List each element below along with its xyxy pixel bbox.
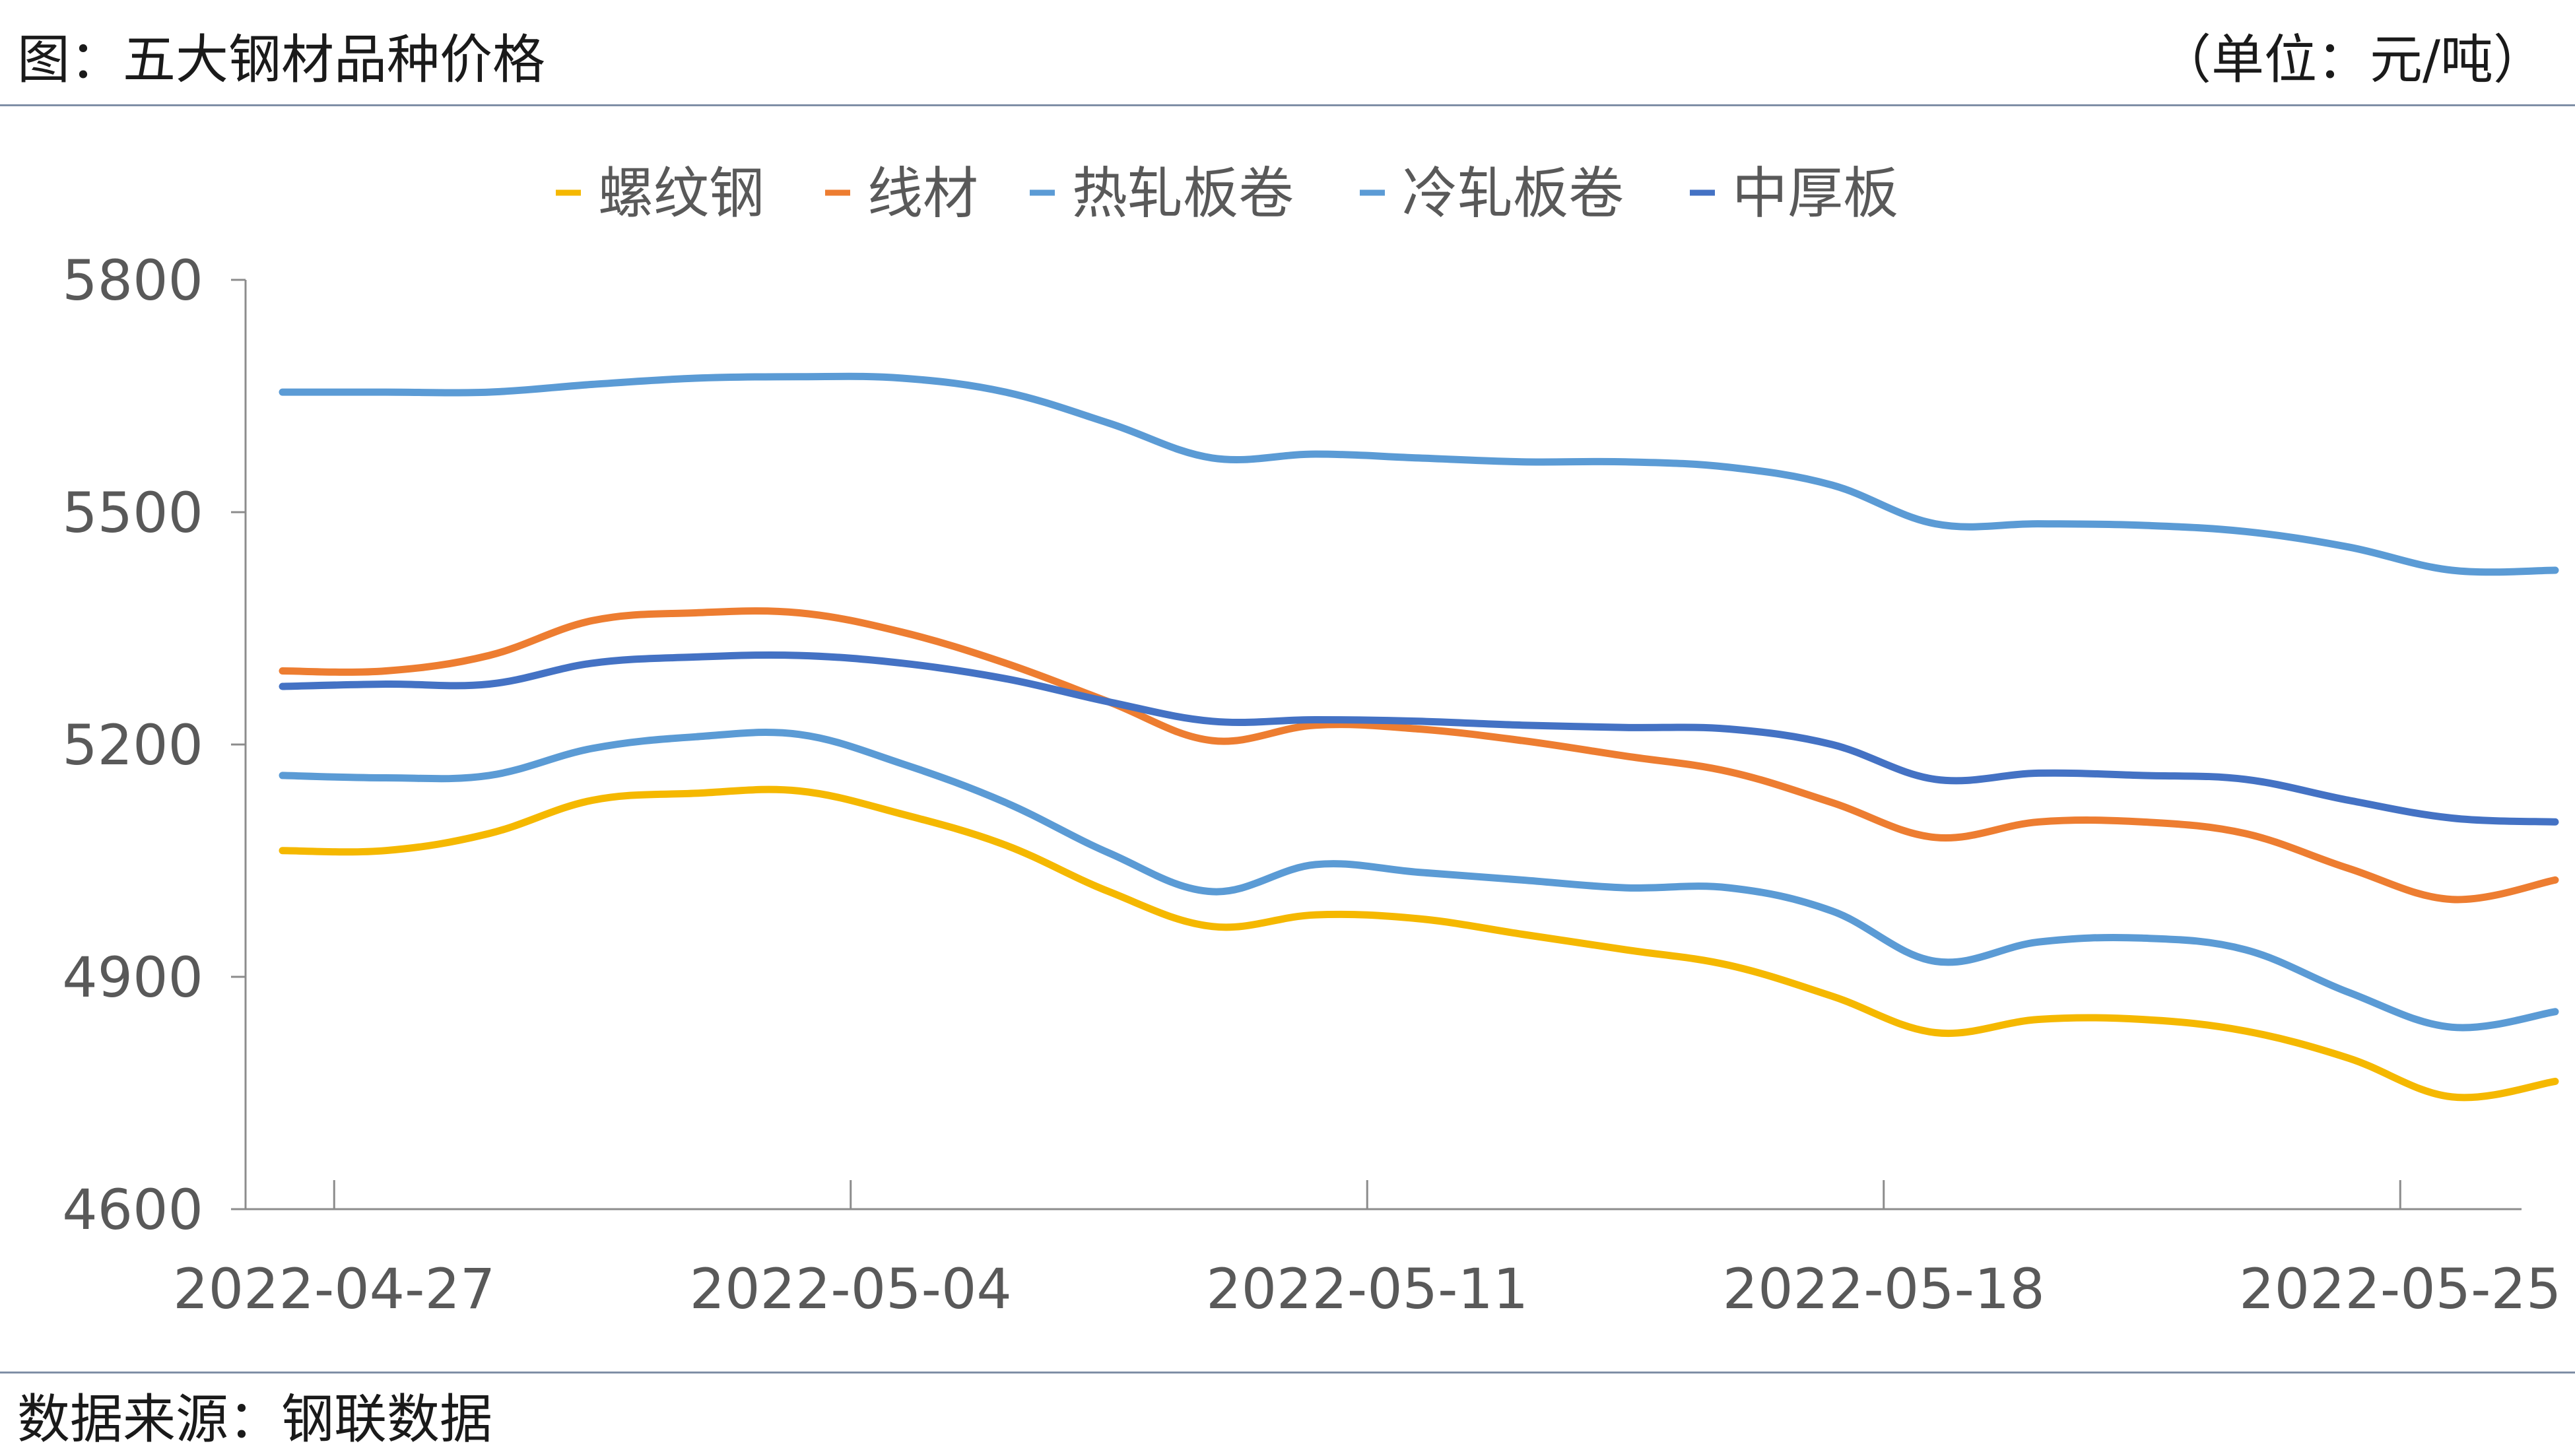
y-tick-label-5800: 5800 — [62, 248, 203, 313]
chart-legend: 螺纹钢 线材 热轧板卷 冷轧板卷 中厚板 — [556, 161, 1898, 226]
series-line-3 — [279, 729, 2559, 1032]
series-line-5 — [279, 651, 2559, 826]
chart-figure-title: 图：五大钢材品种价格 — [17, 29, 545, 90]
y-tick-label-5500: 5500 — [62, 480, 203, 545]
y-tick-label-5200: 5200 — [62, 713, 203, 778]
x-tick-label-2022-05-11: 2022-05-11 — [1206, 1257, 1528, 1321]
series-line-4 — [279, 372, 2559, 576]
chart-axes: 4600 4900 5200 5500 5800 2022-04-27 2022-05-04… — [62, 248, 2561, 1321]
legend-label-2: 线材 — [867, 161, 978, 226]
chart-series — [279, 372, 2559, 1102]
series-line-1 — [279, 785, 2559, 1102]
legend-label-5: 中厚板 — [1732, 161, 1898, 226]
legend-label-3: 热轧板卷 — [1072, 161, 1294, 226]
data-source-note: 数据来源：钢联数据 — [17, 1389, 492, 1450]
legend-label-4: 冷轧板卷 — [1402, 161, 1624, 226]
x-tick-label-2022-05-04: 2022-05-04 — [690, 1257, 1012, 1321]
legend-label-1: 螺纹钢 — [598, 161, 764, 226]
x-tick-label-2022-05-25: 2022-05-25 — [2239, 1257, 2561, 1321]
unit-label: （单位：元/吨） — [2158, 29, 2546, 90]
y-tick-label-4900: 4900 — [62, 945, 203, 1010]
y-tick-label-4600: 4600 — [62, 1177, 203, 1242]
series-line-2 — [279, 607, 2559, 904]
footer-divider — [0, 1372, 2575, 1373]
x-tick-label-2022-05-18: 2022-05-18 — [1723, 1257, 2045, 1321]
x-tick-label-2022-04-27: 2022-04-27 — [173, 1257, 495, 1321]
header-divider — [0, 104, 2575, 106]
